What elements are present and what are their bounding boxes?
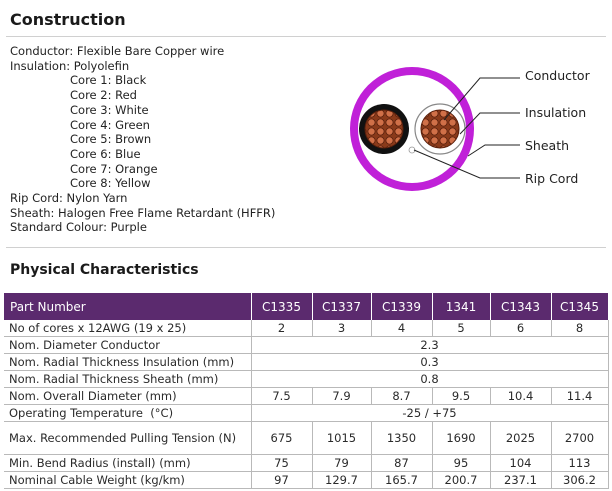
core-colour-item: Core 8: Yellow [70, 176, 151, 191]
table-cell: 8 [551, 320, 609, 337]
column-header: C1339 [371, 293, 433, 320]
table-cell: 3 [312, 320, 372, 337]
table-cell: 1350 [371, 421, 433, 455]
cable-cross-section-svg [350, 67, 520, 191]
table-cell: 104 [490, 454, 552, 472]
table-cell: 75 [251, 454, 313, 472]
table-cell: 4 [371, 320, 433, 337]
row-label: Operating Temperature (°C) [4, 404, 252, 422]
column-header: C1335 [251, 293, 313, 320]
sheath-leader-line [467, 144, 520, 157]
insulation-callout: Insulation [525, 105, 587, 120]
table-cell: 1690 [432, 421, 491, 455]
table-row: Nom. Radial Thickness Sheath (mm) 0.8 [4, 370, 609, 388]
table-cell: 95 [432, 454, 491, 472]
construction-divider [6, 36, 606, 37]
physical-characteristics-table: Part Number C1335 C1337 C1339 1341 C1343… [4, 293, 609, 489]
table-cell: 2 [251, 320, 313, 337]
table-cell: 7.5 [251, 387, 313, 405]
sheath-inner-space [358, 75, 466, 183]
core-colour-item: Core 4: Green [70, 117, 150, 132]
table-cell: 6 [490, 320, 552, 337]
conductor-leader-line [443, 77, 520, 121]
row-label: Nominal Cable Weight (kg/km) [4, 471, 252, 489]
table-row: Max. Recommended Pulling Tension (N) 675… [4, 421, 609, 455]
table-row: Nom. Radial Thickness Insulation (mm) 0.… [4, 353, 609, 371]
table-row: Operating Temperature (°C) -25 / +75 [4, 404, 609, 422]
table-cell: 11.4 [551, 387, 609, 405]
table-cell: 675 [251, 421, 313, 455]
core-colour-item: Core 2: Red [70, 88, 137, 103]
table-cell: 2025 [490, 421, 552, 455]
table-cell: 0.8 [251, 370, 609, 388]
table-cell: 306.2 [551, 471, 609, 489]
column-header: C1345 [551, 293, 609, 320]
construction-spec-list: Conductor: Flexible Bare Copper wire Ins… [10, 44, 275, 235]
core-colour-item: Core 5: Brown [70, 132, 152, 147]
table-cell: 113 [551, 454, 609, 472]
row-label: Nom. Overall Diameter (mm) [4, 387, 252, 405]
table-header-row: Part Number C1335 C1337 C1339 1341 C1343… [4, 293, 609, 320]
table-cell: 2.3 [251, 336, 609, 354]
white-core-conductor [420, 109, 460, 149]
cable-cross-section-diagram: Conductor Insulation Sheath Rip Cord [340, 46, 610, 236]
insulation-leader-line [459, 112, 520, 135]
table-cell: 200.7 [432, 471, 491, 489]
table-cell: 79 [312, 454, 372, 472]
row-label: Nom. Diameter Conductor [4, 336, 252, 354]
rip-cord-leader-line [413, 149, 520, 179]
rip-cord-callout: Rip Cord [525, 171, 579, 186]
row-label: Max. Recommended Pulling Tension (N) [4, 421, 252, 455]
table-cell: 2700 [551, 421, 609, 455]
table-row: Nom. Diameter Conductor 2.3 [4, 336, 609, 354]
black-core-conductor [364, 109, 404, 149]
section-divider [6, 247, 606, 248]
standard-colour-spec: Standard Colour: Purple [10, 220, 147, 235]
table-cell: 129.7 [312, 471, 372, 489]
table-cell: -25 / +75 [251, 404, 609, 422]
core-colour-item: Core 3: White [70, 102, 149, 117]
table-row: Min. Bend Radius (install) (mm) 75 79 87… [4, 454, 609, 472]
row-label: Nom. Radial Thickness Insulation (mm) [4, 353, 252, 371]
table-cell: 165.7 [371, 471, 433, 489]
insulation-spec: Insulation: Polyolefin [10, 58, 130, 73]
row-label: No of cores x 12AWG (19 x 25) [4, 320, 252, 337]
table-cell: 5 [432, 320, 491, 337]
column-header: C1343 [490, 293, 552, 320]
table-row: No of cores x 12AWG (19 x 25) 2 3 4 5 6 … [4, 320, 609, 337]
table-cell: 97 [251, 471, 313, 489]
table-cell: 9.5 [432, 387, 491, 405]
row-label: Nom. Radial Thickness Sheath (mm) [4, 370, 252, 388]
construction-title: Construction [10, 10, 126, 29]
table-cell: 1015 [312, 421, 372, 455]
conductor-callout: Conductor [525, 68, 590, 83]
core-colour-item: Core 6: Blue [70, 146, 141, 161]
table-cell: 0.3 [251, 353, 609, 371]
conductor-spec: Conductor: Flexible Bare Copper wire [10, 44, 225, 58]
physical-title: Physical Characteristics [10, 262, 199, 278]
sheath-spec: Sheath: Halogen Free Flame Retardant (HF… [10, 205, 276, 220]
table-cell: 10.4 [490, 387, 552, 405]
column-header: Part Number [4, 293, 252, 320]
core-colour-item: Core 7: Orange [70, 161, 158, 176]
table-row: Nominal Cable Weight (kg/km) 97 129.7 16… [4, 471, 609, 489]
column-header: 1341 [432, 293, 491, 320]
table-cell: 237.1 [490, 471, 552, 489]
core-colour-item: Core 1: Black [70, 73, 147, 88]
table-cell: 87 [371, 454, 433, 472]
rip-cord-spec: Rip Cord: Nylon Yarn [10, 191, 128, 206]
row-label: Min. Bend Radius (install) (mm) [4, 454, 252, 472]
table-cell: 8.7 [371, 387, 433, 405]
column-header: C1337 [312, 293, 372, 320]
sheath-callout: Sheath [525, 138, 570, 153]
table-cell: 7.9 [312, 387, 372, 405]
table-row: Nom. Overall Diameter (mm) 7.5 7.9 8.7 9… [4, 387, 609, 405]
